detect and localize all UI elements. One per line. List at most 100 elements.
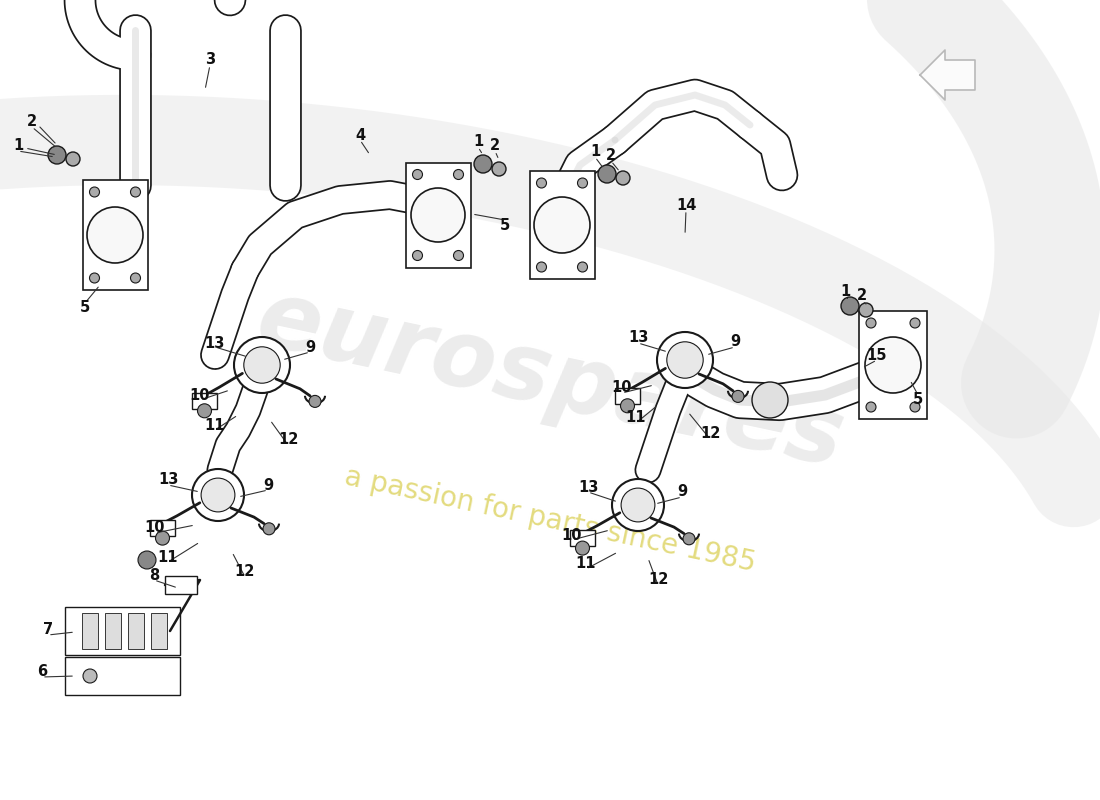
Text: 13: 13 <box>205 335 225 350</box>
Text: 11: 11 <box>205 418 225 433</box>
Text: 10: 10 <box>612 381 632 395</box>
Text: 1: 1 <box>13 138 23 154</box>
Text: 14: 14 <box>675 198 696 213</box>
Text: 11: 11 <box>157 550 178 565</box>
Bar <box>165 576 197 594</box>
Text: 12: 12 <box>648 573 668 587</box>
Text: 4: 4 <box>355 127 365 142</box>
Circle shape <box>87 207 143 263</box>
Text: 7: 7 <box>43 622 53 638</box>
Circle shape <box>683 533 695 545</box>
Circle shape <box>82 669 97 683</box>
Bar <box>104 613 121 649</box>
Text: eurospares: eurospares <box>249 273 851 487</box>
Circle shape <box>474 155 492 173</box>
Bar <box>65 607 180 655</box>
Text: 11: 11 <box>575 557 596 571</box>
Bar <box>529 171 594 279</box>
Text: 1: 1 <box>590 145 601 159</box>
Circle shape <box>612 479 664 531</box>
Circle shape <box>866 402 876 412</box>
Text: 2: 2 <box>606 149 616 163</box>
Text: 12: 12 <box>278 433 298 447</box>
Circle shape <box>865 337 921 393</box>
Circle shape <box>198 404 211 418</box>
Text: 13: 13 <box>157 473 178 487</box>
Circle shape <box>244 346 280 383</box>
Circle shape <box>263 523 275 534</box>
Circle shape <box>752 382 788 418</box>
Text: 12: 12 <box>234 565 255 579</box>
Text: a passion for parts since 1985: a passion for parts since 1985 <box>342 462 758 578</box>
Circle shape <box>453 250 463 261</box>
Bar <box>406 162 471 267</box>
Text: 5: 5 <box>499 218 510 233</box>
Text: 2: 2 <box>26 114 37 130</box>
Circle shape <box>411 188 465 242</box>
Bar <box>128 613 144 649</box>
Bar <box>151 613 166 649</box>
Circle shape <box>201 478 235 512</box>
Circle shape <box>234 337 290 393</box>
Circle shape <box>537 178 547 188</box>
Bar <box>570 530 595 546</box>
Text: 15: 15 <box>867 347 888 362</box>
Circle shape <box>192 469 244 521</box>
Bar <box>150 520 175 536</box>
Bar <box>81 613 98 649</box>
Circle shape <box>453 170 463 179</box>
Circle shape <box>616 171 630 185</box>
Circle shape <box>155 531 169 545</box>
Circle shape <box>575 541 590 555</box>
Circle shape <box>578 262 587 272</box>
Text: 1: 1 <box>473 134 483 150</box>
Circle shape <box>412 250 422 261</box>
Circle shape <box>89 187 99 197</box>
Text: 2: 2 <box>857 289 867 303</box>
Text: 11: 11 <box>626 410 647 426</box>
Text: 9: 9 <box>676 485 688 499</box>
Circle shape <box>621 488 654 522</box>
Circle shape <box>131 187 141 197</box>
Circle shape <box>138 551 156 569</box>
Circle shape <box>131 273 141 283</box>
Text: 10: 10 <box>145 521 165 535</box>
Text: 1: 1 <box>840 285 850 299</box>
Circle shape <box>910 318 920 328</box>
Text: 8: 8 <box>148 567 159 582</box>
Circle shape <box>910 402 920 412</box>
Text: 10: 10 <box>189 387 210 402</box>
Text: 13: 13 <box>628 330 648 346</box>
Circle shape <box>412 170 422 179</box>
Bar <box>192 393 217 409</box>
Circle shape <box>842 297 859 315</box>
Bar <box>615 388 640 403</box>
Text: 10: 10 <box>562 527 582 542</box>
Text: 5: 5 <box>913 393 923 407</box>
Circle shape <box>598 165 616 183</box>
Text: 9: 9 <box>730 334 740 350</box>
Text: 3: 3 <box>205 53 216 67</box>
Text: 5: 5 <box>80 301 90 315</box>
Circle shape <box>309 395 321 407</box>
Circle shape <box>48 146 66 164</box>
Circle shape <box>492 162 506 176</box>
Polygon shape <box>920 50 975 100</box>
Bar <box>65 657 180 695</box>
Circle shape <box>657 332 713 388</box>
Text: 9: 9 <box>263 478 273 493</box>
Text: 9: 9 <box>305 341 315 355</box>
Bar <box>859 311 927 419</box>
Circle shape <box>66 152 80 166</box>
Circle shape <box>620 399 635 413</box>
Text: 6: 6 <box>37 665 47 679</box>
Circle shape <box>866 318 876 328</box>
Circle shape <box>537 262 547 272</box>
Bar <box>82 180 147 290</box>
Circle shape <box>534 197 590 253</box>
Text: 12: 12 <box>700 426 720 442</box>
Circle shape <box>578 178 587 188</box>
Circle shape <box>859 303 873 317</box>
Text: 2: 2 <box>490 138 500 154</box>
Text: 13: 13 <box>578 479 598 494</box>
